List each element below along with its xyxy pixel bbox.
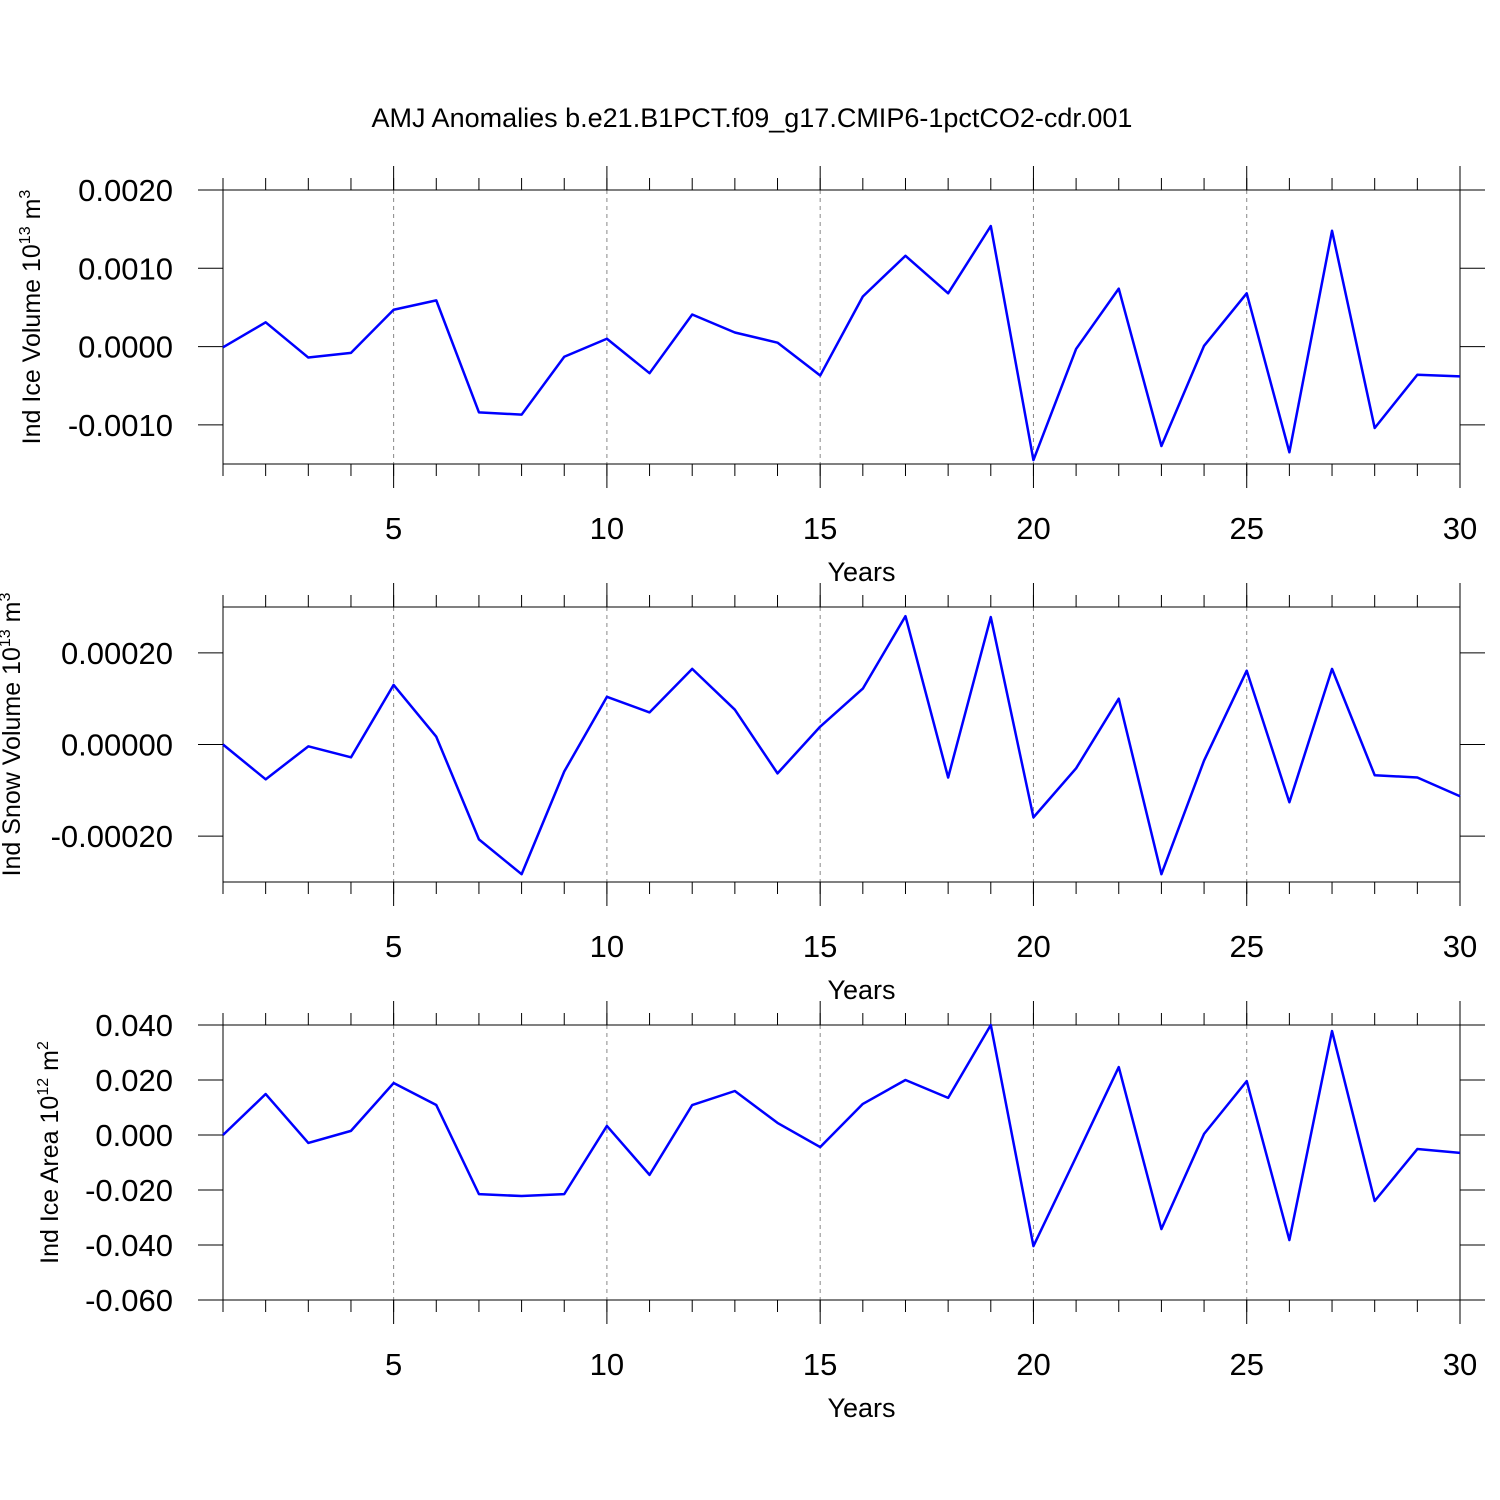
x-tick-label: 20 — [1016, 511, 1050, 546]
y-label-text: Ind Ice Area 10 — [36, 1096, 64, 1264]
x-tick-label: 25 — [1229, 929, 1263, 964]
x-tick-label: 10 — [590, 1347, 624, 1382]
y-label-unit-exponent: 3 — [17, 190, 34, 199]
x-axis-label: Years — [827, 975, 895, 1005]
plot-frame — [222, 189, 1461, 465]
y-label-text: Ind Snow Volume 10 — [0, 647, 26, 876]
figure-title: AMJ Anomalies b.e21.B1PCT.f09_g17.CMIP6-… — [372, 103, 1133, 133]
y-tick-label: 0.020 — [95, 1063, 173, 1098]
y-label-unit: m — [0, 601, 26, 622]
y-label-unit-exponent: 2 — [35, 1041, 52, 1050]
y-label-unit-exponent: 3 — [0, 592, 14, 601]
x-tick-label: 15 — [803, 929, 837, 964]
y-axis-label: Ind Ice Volume 1013 m3 — [17, 190, 46, 445]
x-tick-label: 5 — [385, 511, 402, 546]
x-tick-label: 15 — [803, 1347, 837, 1382]
y-label-exponent: 13 — [17, 226, 34, 244]
x-tick-label: 10 — [590, 929, 624, 964]
y-tick-label: 0.00000 — [61, 728, 173, 763]
x-tick-label: 25 — [1229, 1347, 1263, 1382]
y-tick-label: 0.040 — [95, 1008, 173, 1043]
x-axis-label: Years — [827, 1393, 895, 1423]
y-tick-label: -0.040 — [85, 1228, 173, 1263]
y-tick-label: -0.00020 — [51, 819, 173, 854]
x-tick-label: 10 — [590, 511, 624, 546]
data-line — [222, 614, 1461, 876]
x-tick-label: 5 — [385, 929, 402, 964]
x-tick-label: 15 — [803, 511, 837, 546]
data-line — [222, 224, 1461, 462]
plot-frame — [222, 1024, 1461, 1301]
x-axis-label: Years — [827, 557, 895, 587]
x-tick-label: 30 — [1443, 929, 1477, 964]
y-tick-label: 0.0000 — [78, 330, 173, 365]
y-tick-label: 0.0020 — [78, 173, 173, 208]
y-tick-label: -0.0010 — [68, 408, 173, 443]
y-tick-label: 0.000 — [95, 1118, 173, 1153]
data-line — [222, 1023, 1461, 1248]
x-tick-label: 30 — [1443, 511, 1477, 546]
y-label-unit: m — [18, 199, 46, 220]
x-tick-label: 30 — [1443, 1347, 1477, 1382]
y-tick-label: 0.00020 — [61, 636, 173, 671]
x-tick-label: 20 — [1016, 1347, 1050, 1382]
y-label-exponent: 12 — [35, 1078, 52, 1096]
y-tick-label: -0.060 — [85, 1283, 173, 1318]
y-axis-label: Ind Snow Volume 1013 m3 — [0, 592, 26, 876]
x-tick-label: 25 — [1229, 511, 1263, 546]
y-label-text: Ind Ice Volume 10 — [18, 244, 46, 444]
y-label-unit: m — [36, 1050, 64, 1071]
x-tick-label: 20 — [1016, 929, 1050, 964]
plot-frame — [222, 606, 1461, 883]
y-axis-label: Ind Ice Area 1012 m2 — [35, 1041, 64, 1264]
y-tick-label: -0.020 — [85, 1173, 173, 1208]
x-tick-label: 5 — [385, 1347, 402, 1382]
y-tick-label: 0.0010 — [78, 251, 173, 286]
y-label-exponent: 13 — [0, 629, 14, 647]
